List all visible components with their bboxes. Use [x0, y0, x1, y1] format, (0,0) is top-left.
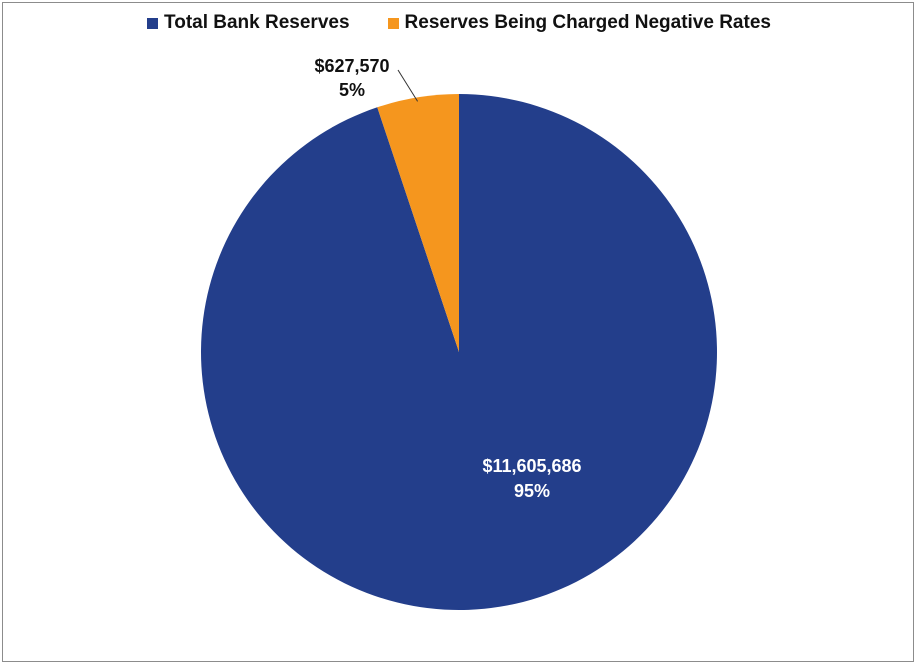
slice-value-label-negative-rate-reserves: $627,570: [314, 56, 389, 76]
legend-label-negative-rate-reserves: Reserves Being Charged Negative Rates: [404, 12, 771, 33]
slice-percent-label-total-reserves: 95%: [514, 481, 550, 501]
legend-item-total-reserves: Total Bank Reserves: [147, 12, 350, 34]
legend-item-negative-rate-reserves: Reserves Being Charged Negative Rates: [387, 12, 771, 34]
leader-line: [397, 69, 419, 102]
slice-total-reserves: [200, 94, 717, 610]
slice-negative-rate-reserves: [377, 94, 459, 352]
legend-label-total-reserves: Total Bank Reserves: [164, 12, 350, 33]
slice-percent-label-negative-rate-reserves: 5%: [339, 80, 365, 100]
legend: Total Bank Reserves Reserves Being Charg…: [0, 12, 918, 34]
legend-swatch-negative-rate-reserves: [387, 17, 399, 29]
legend-swatch-total-reserves: [147, 17, 159, 29]
slice-value-label-total-reserves: $11,605,686: [482, 456, 581, 476]
